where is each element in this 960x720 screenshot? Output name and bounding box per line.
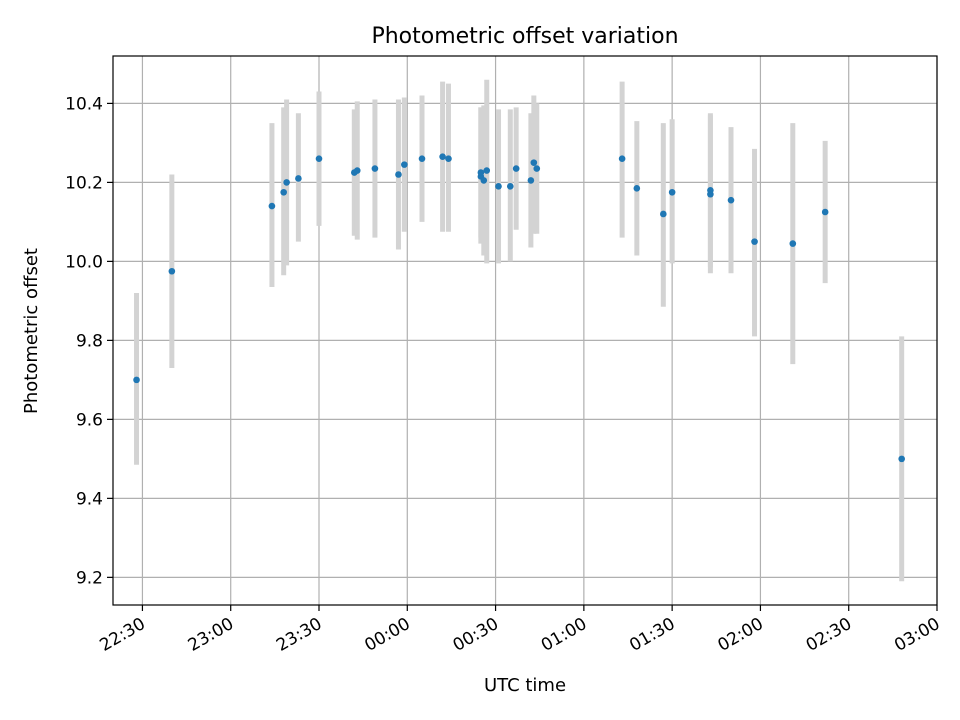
x-axis-label: UTC time [484, 675, 566, 696]
y-tick-label: 9.8 [76, 331, 103, 351]
y-axis-label: Photometric offset [21, 248, 42, 414]
y-tick-label: 9.4 [76, 489, 103, 509]
data-point [295, 175, 302, 182]
data-point [483, 167, 491, 174]
chart-title: Photometric offset variation [371, 24, 678, 49]
y-tick-label: 10.2 [65, 173, 103, 193]
y-tick-label: 10.4 [65, 94, 103, 114]
y-tick-label: 9.6 [76, 410, 103, 430]
data-point [371, 165, 379, 172]
data-point [751, 238, 758, 245]
data-point [898, 455, 905, 463]
data-point [727, 196, 735, 204]
data-point [477, 169, 485, 176]
data-point [283, 179, 290, 186]
data-point [439, 153, 446, 161]
y-axis-ticks: 9.2 9.4 9.6 9.8 10.0 10.2 10.4 [65, 94, 113, 588]
data-point [530, 159, 538, 166]
data-point [315, 155, 323, 162]
y-tick-label: 9.2 [76, 568, 103, 588]
y-tick-label: 10.0 [65, 252, 103, 272]
data-point [668, 188, 676, 196]
data-point [280, 188, 287, 196]
data-point [533, 165, 541, 172]
data-point [401, 161, 408, 168]
data-point [168, 267, 176, 275]
data-point [512, 165, 520, 172]
data-point [789, 240, 797, 247]
data-point [633, 185, 641, 192]
data-point [660, 210, 667, 218]
data-point [353, 167, 361, 174]
data-point [268, 202, 276, 210]
plot-frame [112, 55, 938, 606]
data-points [133, 153, 905, 463]
data-point [506, 183, 514, 190]
data-point [133, 376, 140, 384]
data-point [395, 171, 402, 178]
data-point [445, 155, 452, 162]
data-point [527, 177, 535, 184]
data-point [495, 183, 502, 190]
data-point [707, 186, 714, 194]
data-point [821, 208, 829, 216]
data-point [480, 177, 488, 184]
data-point [418, 155, 426, 162]
data-point [618, 155, 626, 162]
